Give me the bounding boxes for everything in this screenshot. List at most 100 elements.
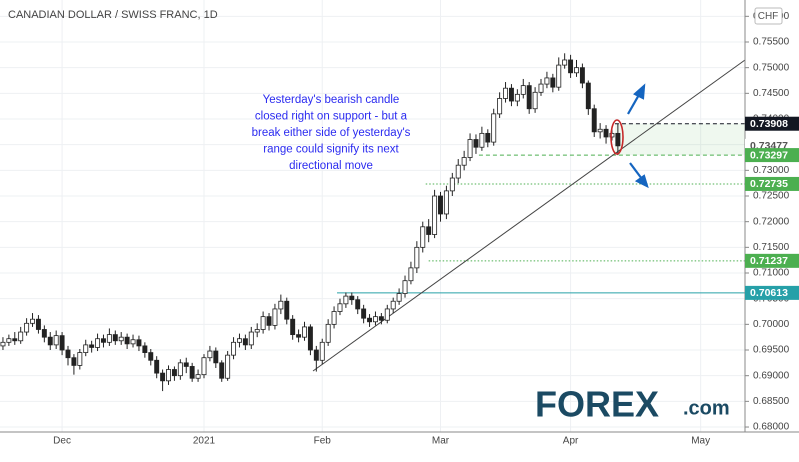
candle-body xyxy=(53,335,59,346)
candle-body xyxy=(603,128,609,138)
candle-body xyxy=(473,139,479,148)
candle-body xyxy=(550,77,556,88)
price-label-box xyxy=(745,285,799,300)
candle-body xyxy=(242,338,248,346)
x-tick-label: 2021 xyxy=(193,436,216,447)
y-tick-label: 0.72000 xyxy=(753,216,790,227)
candle-body xyxy=(112,334,118,342)
price-label-box xyxy=(745,176,799,191)
candle-body xyxy=(272,308,278,326)
candle-body xyxy=(568,59,574,74)
candle-body xyxy=(77,352,83,366)
candle-body xyxy=(514,93,520,102)
candle-body xyxy=(35,318,41,330)
candle-body xyxy=(438,195,443,215)
candle-body xyxy=(154,359,160,374)
candle-body xyxy=(355,299,361,310)
y-tick-label: 0.69000 xyxy=(753,370,790,381)
candle-body xyxy=(372,316,378,323)
candle-body xyxy=(195,374,201,379)
candle-body xyxy=(59,335,65,351)
candle-body xyxy=(432,195,438,235)
y-axis-panel xyxy=(745,0,799,462)
candle-body xyxy=(544,77,550,85)
y-tick-label: 0.75000 xyxy=(753,62,790,73)
price-label: 0.73297 xyxy=(750,149,788,161)
candle-body xyxy=(284,300,290,320)
candle-body xyxy=(319,341,325,361)
candle-body xyxy=(231,341,237,356)
candle-body xyxy=(171,369,177,377)
candle-body xyxy=(89,344,95,348)
axes: 0.680000.685000.690000.695000.700000.705… xyxy=(53,11,799,447)
candle-body xyxy=(302,326,307,338)
candle-body xyxy=(378,316,384,321)
candle-body xyxy=(591,108,597,133)
candle-body xyxy=(597,128,603,133)
candle-body xyxy=(574,67,579,74)
candle-body xyxy=(461,157,467,166)
arrow-down xyxy=(629,162,643,180)
y-tick-label: 0.71500 xyxy=(753,242,790,253)
annotation-line: break either side of yesterday's xyxy=(252,127,411,139)
candle-body xyxy=(585,82,591,110)
annotation-line: Yesterday's bearish candle xyxy=(263,94,400,106)
candle-body xyxy=(396,293,402,302)
candle-body xyxy=(183,362,189,367)
candle-body xyxy=(101,338,106,343)
candle-body xyxy=(508,87,514,102)
logo: FOREX .com xyxy=(535,384,730,425)
x-tick-label: Feb xyxy=(314,436,332,447)
y-tick-label: 0.72500 xyxy=(753,191,790,202)
annotation: Yesterday's bearish candle closed right o… xyxy=(252,94,411,172)
candle-body xyxy=(526,85,532,110)
candle-body xyxy=(579,67,585,84)
arrow-down-head xyxy=(634,174,649,189)
candle-body xyxy=(142,345,148,353)
candle-body xyxy=(83,344,89,353)
candle-body xyxy=(260,316,266,330)
candle-body xyxy=(367,317,373,323)
candle-body xyxy=(467,139,473,158)
annotation-line: closed right on support - but a xyxy=(255,111,408,123)
candle-body xyxy=(313,349,319,361)
candle-body xyxy=(384,308,390,321)
x-tick-label: May xyxy=(691,436,710,447)
logo-brand: FOREX xyxy=(535,384,659,425)
candle-body xyxy=(65,349,71,359)
candles xyxy=(0,53,621,392)
candle-body xyxy=(207,350,213,359)
candle-body xyxy=(325,323,331,343)
candle-body xyxy=(296,334,302,338)
candle-body xyxy=(532,91,538,110)
candle-body xyxy=(118,336,124,342)
candle-body xyxy=(449,177,455,192)
candle-body xyxy=(124,336,130,345)
candle-body xyxy=(390,300,396,310)
y-tick-label: 0.74500 xyxy=(753,88,790,99)
logo-suffix: .com xyxy=(683,397,730,419)
candle-body xyxy=(0,341,6,347)
candle-body xyxy=(41,329,47,338)
candle-body xyxy=(213,350,219,364)
candle-body xyxy=(361,308,367,319)
currency-label: CHF xyxy=(758,11,779,22)
y-tick-label: 0.70000 xyxy=(753,319,790,330)
candle-body xyxy=(71,357,77,366)
candle-body xyxy=(426,226,432,235)
candle-body xyxy=(615,132,621,147)
chart-title: CANADIAN DOLLAR / SWISS FRANC, 1D xyxy=(8,9,218,21)
candle-body xyxy=(503,87,509,99)
candle-body xyxy=(166,369,171,382)
candle-body xyxy=(485,132,491,143)
y-tick-label: 0.75500 xyxy=(753,37,790,48)
candle-body xyxy=(189,366,195,379)
candle-body xyxy=(443,190,449,215)
x-tick-label: Dec xyxy=(53,436,71,447)
candle-body xyxy=(337,303,343,312)
candle-body xyxy=(455,164,461,179)
candle-body xyxy=(136,339,142,347)
candle-body xyxy=(290,318,296,336)
